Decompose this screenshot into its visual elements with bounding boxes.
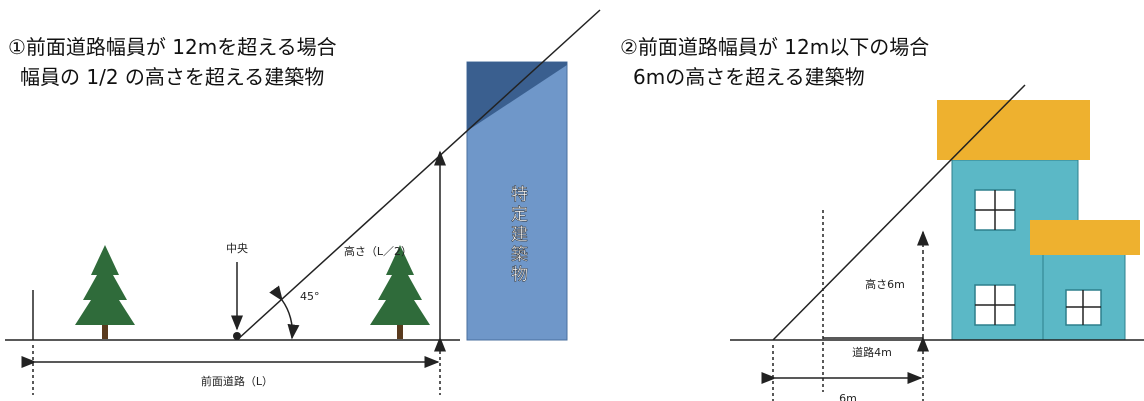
building-excess: [467, 62, 567, 131]
height-label: 高さ（L／2）: [344, 244, 412, 258]
right-subtitle: 6mの高さを超える建築物: [633, 65, 865, 89]
slope-line: [236, 9, 601, 341]
center-label: 中央: [226, 242, 248, 255]
building-label: 特定建築物: [507, 185, 528, 285]
road-label: 前面道路（L）: [201, 374, 273, 388]
slope-line: [772, 84, 1026, 341]
roof: [937, 100, 1090, 160]
angle-label: 45°: [300, 290, 320, 303]
left-title: ①前面道路幅員が 12mを超える場合: [8, 35, 337, 59]
right-title: ②前面道路幅員が 12m以下の場合: [620, 35, 929, 59]
left-subtitle: 幅員の 1/2 の高さを超える建築物: [20, 65, 324, 89]
width-label: 6m: [839, 392, 857, 401]
roof-annex: [1030, 220, 1140, 255]
height-label: 高さ6m: [865, 277, 905, 291]
road-label: 道路4m: [852, 345, 892, 359]
